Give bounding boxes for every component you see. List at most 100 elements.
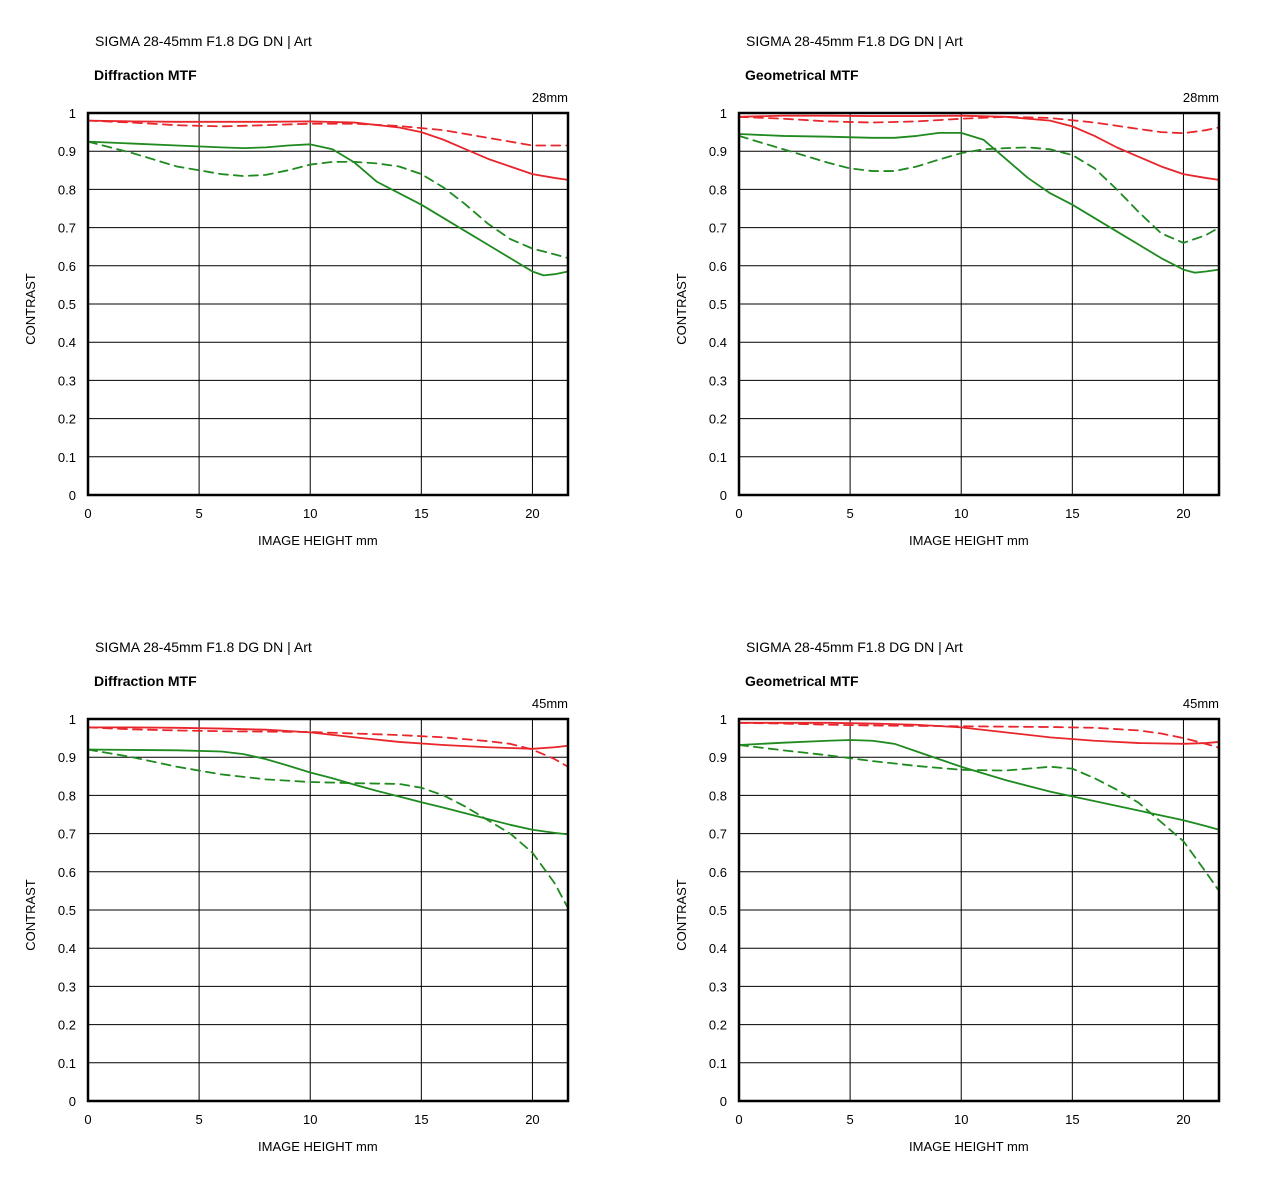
lens-name: SIGMA 28-45mm F1.8 DG DN | Art [746, 33, 963, 49]
chart-title: Diffraction MTF [94, 67, 197, 83]
y-tick-label: 0.6 [58, 865, 76, 880]
x-tick-label: 15 [414, 506, 428, 521]
series-line-dashed [738, 744, 1220, 892]
series-line-dashed [87, 140, 569, 260]
y-tick-label: 0.7 [58, 221, 76, 236]
series-line-solid [87, 140, 569, 277]
series-line-dashed [738, 135, 1220, 244]
y-axis-label: CONTRAST [674, 879, 689, 951]
y-tick-label: 0.6 [58, 259, 76, 274]
focal-length-label: 45mm [532, 696, 568, 711]
mtf-chart: 00.10.20.30.40.50.60.70.80.910 5 10 15 2028m… [674, 90, 1221, 548]
focal-length-label: 28mm [532, 90, 568, 105]
chart-title: Geometrical MTF [745, 673, 859, 689]
focal-length-label: 28mm [1183, 90, 1219, 105]
y-tick-label: 1 [720, 712, 727, 727]
x-axis-label: IMAGE HEIGHT mm [909, 1139, 1029, 1154]
y-axis-label: CONTRAST [23, 273, 38, 345]
x-tick-label: 10 [954, 506, 968, 521]
mtf-chart: 00.10.20.30.40.50.60.70.80.910 5 10 15 2028m… [23, 90, 570, 548]
y-tick-label: 0.8 [58, 182, 76, 197]
lens-name: SIGMA 28-45mm F1.8 DG DN | Art [746, 639, 963, 655]
x-tick-label: 0 [84, 1112, 91, 1127]
y-tick-label: 1 [69, 106, 76, 121]
y-tick-label: 0 [720, 1094, 727, 1109]
series-line-dashed [87, 726, 569, 768]
y-tick-label: 0.1 [58, 1056, 76, 1071]
x-tick-label: 20 [1176, 506, 1190, 521]
y-tick-label: 0.6 [709, 259, 727, 274]
series-line-solid [738, 114, 1220, 181]
y-axis-label: CONTRAST [23, 879, 38, 951]
mtf-panel-diffraction-45mm: SIGMA 28-45mm F1.8 DG DN | Art Diffracti… [10, 626, 630, 1186]
series-line-dashed [738, 721, 1220, 749]
x-tick-label: 0 [84, 506, 91, 521]
x-tick-label: 10 [303, 506, 317, 521]
y-tick-label: 0.8 [709, 182, 727, 197]
y-tick-label: 0.2 [58, 1018, 76, 1033]
mtf-panel-geometrical-28mm: SIGMA 28-45mm F1.8 DG DN | Art Geometric… [661, 20, 1280, 580]
plot-frame [737, 717, 1221, 1103]
y-axis-label: CONTRAST [674, 273, 689, 345]
x-tick-label: 0 [735, 1112, 742, 1127]
x-axis-label: IMAGE HEIGHT mm [909, 533, 1029, 548]
series-line-dashed [87, 748, 569, 909]
y-tick-label: 0.8 [709, 788, 727, 803]
x-tick-label: 20 [525, 506, 539, 521]
x-tick-label: 15 [1065, 506, 1079, 521]
chart-title: Geometrical MTF [745, 67, 859, 83]
x-axis-label: IMAGE HEIGHT mm [258, 1139, 378, 1154]
x-tick-label: 5 [846, 506, 853, 521]
series-line-solid [738, 131, 1220, 274]
plot-frame [86, 111, 570, 497]
y-tick-label: 0.9 [58, 750, 76, 765]
y-tick-label: 0.9 [58, 144, 76, 159]
y-tick-label: 0.9 [709, 144, 727, 159]
x-tick-label: 10 [954, 1112, 968, 1127]
x-tick-label: 20 [525, 1112, 539, 1127]
y-tick-label: 0.1 [709, 1056, 727, 1071]
y-tick-label: 0.2 [709, 412, 727, 427]
mtf-panel-diffraction-28mm: SIGMA 28-45mm F1.8 DG DN | Art Diffracti… [10, 20, 630, 580]
series-line-solid [738, 739, 1220, 831]
chart-title: Diffraction MTF [94, 673, 197, 689]
x-tick-label: 5 [195, 506, 202, 521]
y-tick-label: 0.5 [709, 297, 727, 312]
y-tick-label: 0.2 [709, 1018, 727, 1033]
y-tick-label: 0.3 [58, 373, 76, 388]
plot-frame [86, 717, 570, 1103]
y-tick-label: 0.1 [709, 450, 727, 465]
x-axis-label: IMAGE HEIGHT mm [258, 533, 378, 548]
y-tick-label: 0.7 [58, 827, 76, 842]
mtf-chart: 00.10.20.30.40.50.60.70.80.910 5 10 15 2045m… [674, 696, 1221, 1154]
y-tick-label: 0.1 [58, 450, 76, 465]
lens-name: SIGMA 28-45mm F1.8 DG DN | Art [95, 33, 312, 49]
x-tick-label: 20 [1176, 1112, 1190, 1127]
series-line-solid [87, 726, 569, 750]
x-tick-label: 0 [735, 506, 742, 521]
focal-length-label: 45mm [1183, 696, 1219, 711]
y-tick-label: 0 [720, 488, 727, 503]
series-line-solid [87, 748, 569, 836]
y-tick-label: 0 [69, 488, 76, 503]
y-tick-label: 0.2 [58, 412, 76, 427]
x-tick-label: 15 [1065, 1112, 1079, 1127]
x-tick-label: 5 [846, 1112, 853, 1127]
series-line-dashed [738, 115, 1220, 135]
y-tick-label: 0.3 [709, 979, 727, 994]
y-tick-label: 0.5 [58, 903, 76, 918]
lens-name: SIGMA 28-45mm F1.8 DG DN | Art [95, 639, 312, 655]
y-tick-label: 0.5 [709, 903, 727, 918]
mtf-chart: 00.10.20.30.40.50.60.70.80.910 5 10 15 2045m… [23, 696, 570, 1154]
y-tick-label: 0.3 [709, 373, 727, 388]
mtf-panel-geometrical-45mm: SIGMA 28-45mm F1.8 DG DN | Art Geometric… [661, 626, 1280, 1186]
y-tick-label: 0.4 [58, 335, 76, 350]
x-tick-label: 15 [414, 1112, 428, 1127]
y-tick-label: 0.5 [58, 297, 76, 312]
x-tick-label: 5 [195, 1112, 202, 1127]
series-line-solid [738, 721, 1220, 745]
y-tick-label: 1 [720, 106, 727, 121]
y-tick-label: 0.8 [58, 788, 76, 803]
y-tick-label: 0.4 [709, 335, 727, 350]
y-tick-label: 0.4 [58, 941, 76, 956]
